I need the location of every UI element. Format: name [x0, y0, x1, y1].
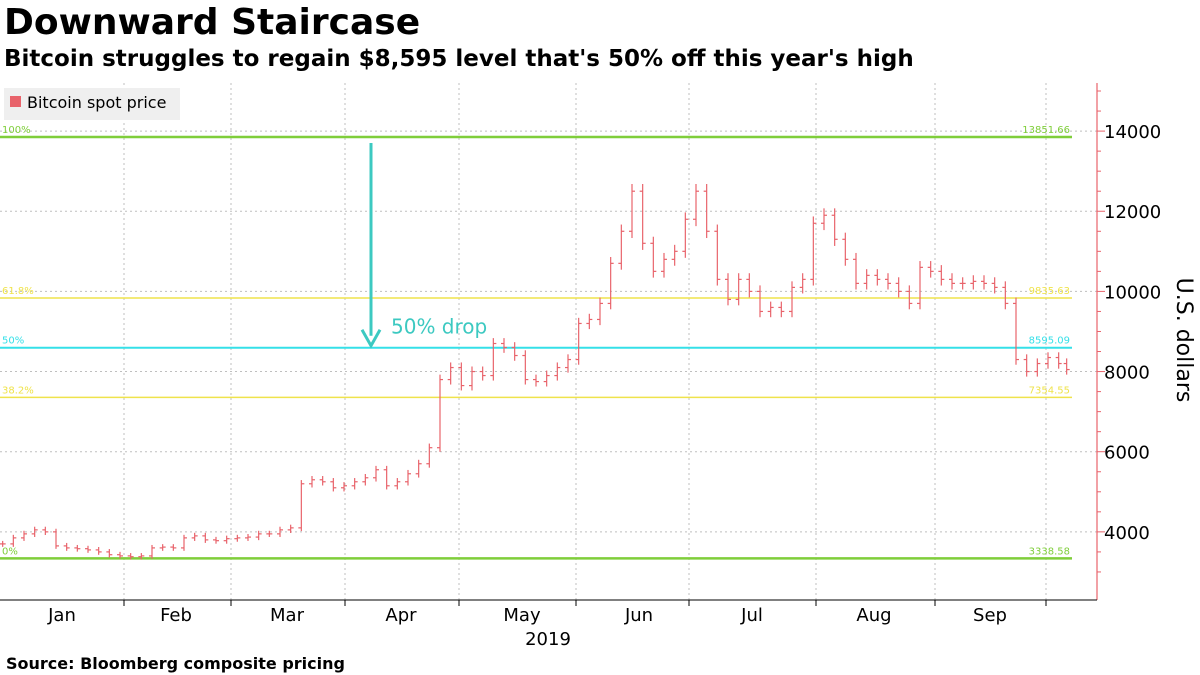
legend-label: Bitcoin spot price — [27, 93, 166, 112]
y-tick-label: 8000 — [1104, 363, 1150, 384]
fib-level-label: 38.2% — [2, 385, 34, 396]
x-tick-label: Jul — [740, 605, 763, 626]
fib-level-value: 9835.63 — [1029, 286, 1070, 297]
x-tick-label: May — [503, 605, 541, 626]
y-tick-label: 4000 — [1104, 523, 1150, 544]
fib-level-value: 8595.09 — [1029, 336, 1070, 347]
fib-level-value: 13851.66 — [1022, 125, 1070, 136]
x-tick-label: Aug — [856, 605, 891, 626]
legend-box — [4, 88, 180, 120]
source-note: Source: Bloomberg composite pricing — [6, 654, 345, 673]
annotation-label: 50% drop — [391, 315, 487, 339]
x-tick-label: Jun — [624, 605, 653, 626]
plot-area — [0, 83, 1097, 600]
x-tick-label: Apr — [385, 605, 417, 626]
y-tick-label: 10000 — [1104, 282, 1161, 303]
x-tick-label: Mar — [270, 605, 305, 626]
x-tick-label: Jan — [47, 605, 76, 626]
chart-subtitle: Bitcoin struggles to regain $8,595 level… — [4, 46, 914, 72]
y-tick-label: 6000 — [1104, 443, 1150, 464]
fib-level-label: 61.8% — [2, 286, 34, 297]
annotation-arrow-head — [360, 328, 382, 349]
fib-level-label: 0% — [2, 546, 18, 557]
x-tick-label: Sep — [973, 605, 1007, 626]
chart-title: Downward Staircase — [4, 2, 421, 43]
legend-swatch — [10, 96, 21, 107]
fib-level-value: 7354.55 — [1029, 385, 1070, 396]
fib-level-label: 100% — [2, 125, 31, 136]
y-axis-label: U.S. dollars — [1171, 278, 1196, 403]
y-tick-label: 14000 — [1104, 122, 1161, 143]
x-tick-label: Feb — [160, 605, 192, 626]
fib-level-value: 3338.58 — [1029, 546, 1070, 557]
fib-level-label: 50% — [2, 336, 24, 347]
x-axis-label: 2019 — [525, 629, 571, 650]
y-tick-label: 12000 — [1104, 202, 1161, 223]
